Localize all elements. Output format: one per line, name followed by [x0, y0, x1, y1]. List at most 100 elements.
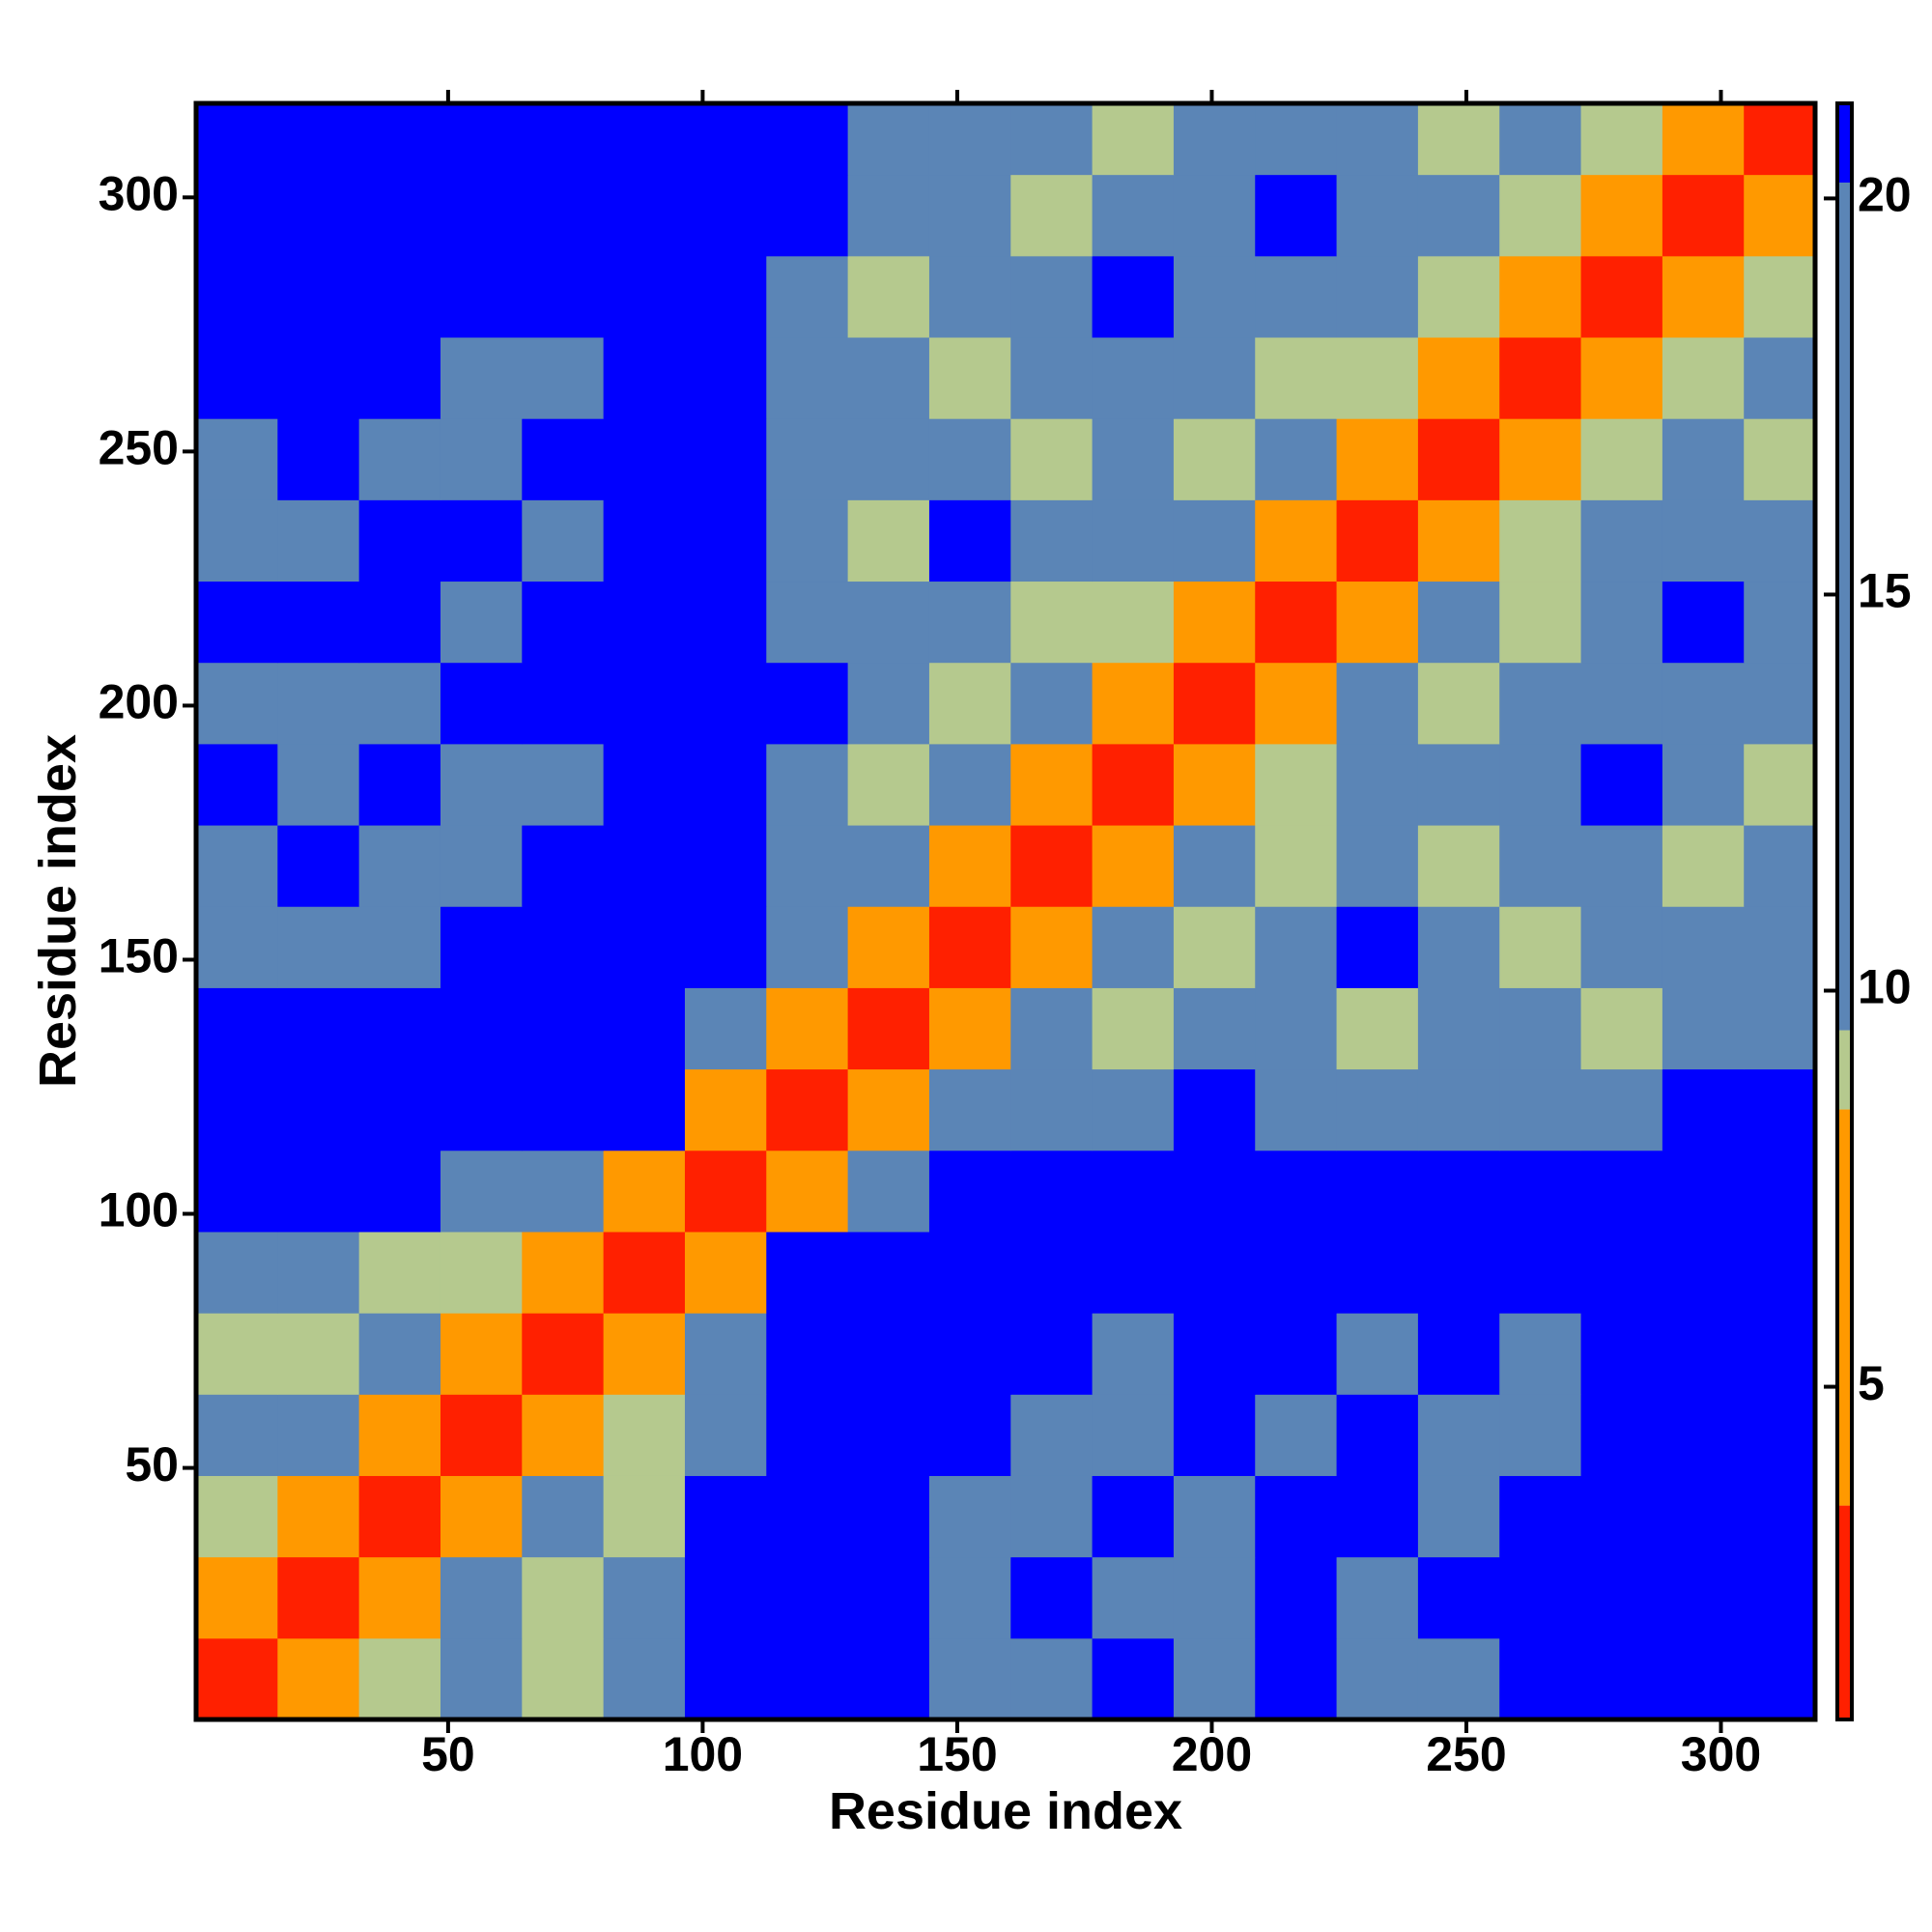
y-tick-label: 250 [99, 421, 179, 475]
heatmap-cell [1255, 743, 1338, 826]
heatmap-cell [1417, 1313, 1500, 1395]
heatmap-cell [603, 103, 686, 176]
heatmap-cell [1499, 743, 1582, 826]
heatmap-cell [196, 906, 278, 988]
heatmap-cell [277, 662, 360, 745]
heatmap-cell [277, 337, 360, 419]
heatmap-cell [1255, 1394, 1338, 1476]
heatmap-cell [1417, 1231, 1500, 1314]
heatmap-cell [358, 174, 441, 257]
heatmap-cell [1662, 174, 1745, 257]
heatmap-cell [1336, 1231, 1419, 1314]
heatmap-cell [1662, 1637, 1745, 1720]
heatmap-cell [277, 1231, 360, 1314]
heatmap-cell [928, 1068, 1011, 1151]
heatmap-cell [766, 255, 849, 338]
heatmap-cell [1499, 1231, 1582, 1314]
heatmap-cell [1010, 1068, 1094, 1151]
heatmap-cell [196, 1637, 278, 1720]
heatmap-cell [1336, 103, 1419, 176]
colorbar-tick-label: 5 [1858, 1356, 1885, 1410]
heatmap-cell [1010, 255, 1094, 338]
heatmap-cell [1255, 1475, 1338, 1558]
heatmap-cell [1336, 662, 1419, 745]
heatmap-cell [928, 662, 1011, 745]
heatmap-cell [1580, 1556, 1663, 1639]
heatmap-cell [1499, 1150, 1582, 1233]
heatmap-cell [603, 337, 686, 419]
heatmap-cell [1417, 103, 1500, 176]
heatmap-cell [1662, 662, 1745, 745]
heatmap-cell [1092, 1150, 1175, 1233]
heatmap-cell [1255, 255, 1338, 338]
heatmap-cell [1092, 103, 1175, 176]
heatmap-cell [277, 1150, 360, 1233]
heatmap-cell [1255, 418, 1338, 500]
heatmap-cell [1255, 987, 1338, 1070]
heatmap-cell [1499, 418, 1582, 500]
heatmap-cell [1744, 418, 1816, 500]
heatmap-cell [1255, 337, 1338, 419]
heatmap-cell [1499, 255, 1582, 338]
heatmap-cell [847, 825, 930, 907]
heatmap-cell [603, 1313, 686, 1395]
heatmap-cell [1662, 1556, 1745, 1639]
heatmap-cell [1499, 1394, 1582, 1476]
x-tick-label: 250 [1426, 1727, 1506, 1781]
heatmap-cell [1662, 1394, 1745, 1476]
heatmap-cell [1092, 1637, 1175, 1720]
heatmap-cell [1417, 1556, 1500, 1639]
heatmap-cell [847, 337, 930, 419]
heatmap-cell [1499, 581, 1582, 664]
heatmap-cell [440, 743, 523, 826]
heatmap-cell [766, 581, 849, 664]
heatmap-cell [196, 174, 278, 257]
heatmap-cell [847, 1150, 930, 1233]
heatmap-cell [196, 337, 278, 419]
heatmap-cell [603, 174, 686, 257]
heatmap-cell [277, 1637, 360, 1720]
heatmap-cell [1010, 1150, 1094, 1233]
heatmap-cell [1255, 1231, 1338, 1314]
colorbar-tick-label: 20 [1858, 168, 1912, 222]
heatmap-cell [277, 906, 360, 988]
heatmap-cell [1173, 1475, 1256, 1558]
heatmap-cell [1173, 1231, 1256, 1314]
heatmap-cell [847, 581, 930, 664]
heatmap-cell [1662, 581, 1745, 664]
heatmap-cell [1336, 337, 1419, 419]
colorbar-tick-label: 10 [1858, 960, 1912, 1014]
heatmap-cell [440, 1231, 523, 1314]
x-tick-label: 100 [663, 1727, 743, 1781]
heatmap-cell [196, 743, 278, 826]
x-tick-label: 300 [1681, 1727, 1761, 1781]
heatmap-cell [1336, 255, 1419, 338]
heatmap-cell [1092, 825, 1175, 907]
heatmap-cell [1336, 1475, 1419, 1558]
heatmap-cell [847, 1231, 930, 1314]
heatmap-cell [1173, 499, 1256, 582]
heatmap-cell [440, 1475, 523, 1558]
heatmap-cell [1662, 103, 1745, 176]
heatmap-cell [684, 743, 767, 826]
heatmap-cell [522, 1394, 605, 1476]
heatmap-cell [928, 255, 1011, 338]
heatmap-cell [1092, 499, 1175, 582]
heatmap-cell [1417, 906, 1500, 988]
y-tick-label: 200 [99, 675, 179, 729]
heatmap-cell [522, 337, 605, 419]
heatmap-cell [1336, 987, 1419, 1070]
heatmap-cell [522, 1637, 605, 1720]
heatmap-cell [847, 418, 930, 500]
heatmap-cell [684, 1556, 767, 1639]
heatmap-cell [684, 1231, 767, 1314]
heatmap-cell [1173, 581, 1256, 664]
heatmap-cell [440, 174, 523, 257]
heatmap-cell [440, 987, 523, 1070]
heatmap-cell [1662, 743, 1745, 826]
heatmap-cell [1173, 337, 1256, 419]
heatmap-cell [440, 1150, 523, 1233]
heatmap-cell [1417, 1637, 1500, 1720]
heatmap-cell [684, 987, 767, 1070]
heatmap-cell [684, 1475, 767, 1558]
